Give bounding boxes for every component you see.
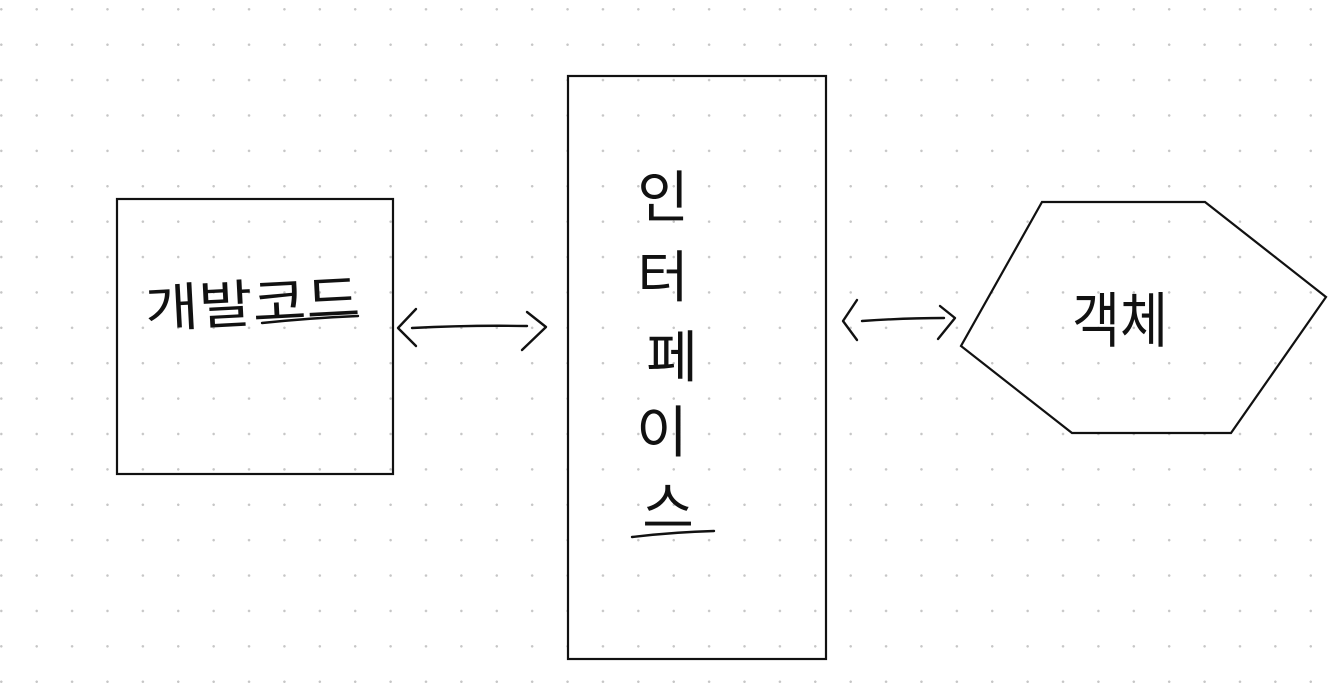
arrow-shaft-left — [410, 324, 529, 330]
edge-dev-code-interface — [396, 307, 548, 352]
object-label: 객체 — [1072, 287, 1168, 357]
interface-char-3: 페 — [646, 326, 698, 391]
dev-code-underline — [260, 314, 360, 325]
edge-interface-object — [841, 298, 957, 342]
arrowhead-left-2 — [841, 298, 859, 342]
arrowhead-right-1 — [520, 310, 548, 352]
dev-code-node[interactable]: 개발코드 — [115, 197, 395, 476]
interface-char-2: 터 — [637, 246, 689, 311]
interface-char-1: 인 — [637, 166, 689, 231]
arrow-shaft-right — [860, 316, 946, 323]
interface-char-4: 이 — [636, 401, 688, 466]
interface-underline — [630, 529, 716, 539]
interface-box — [566, 74, 828, 661]
dev-code-box — [115, 197, 395, 476]
dev-code-label: 개발코드 — [144, 269, 362, 340]
arrowhead-right-2 — [936, 304, 957, 341]
object-node[interactable]: 객체 — [959, 200, 1328, 435]
object-hexagon — [959, 200, 1328, 435]
arrowhead-left-1 — [396, 307, 418, 348]
interface-node[interactable]: 인 터 페 이 스 — [566, 74, 828, 661]
